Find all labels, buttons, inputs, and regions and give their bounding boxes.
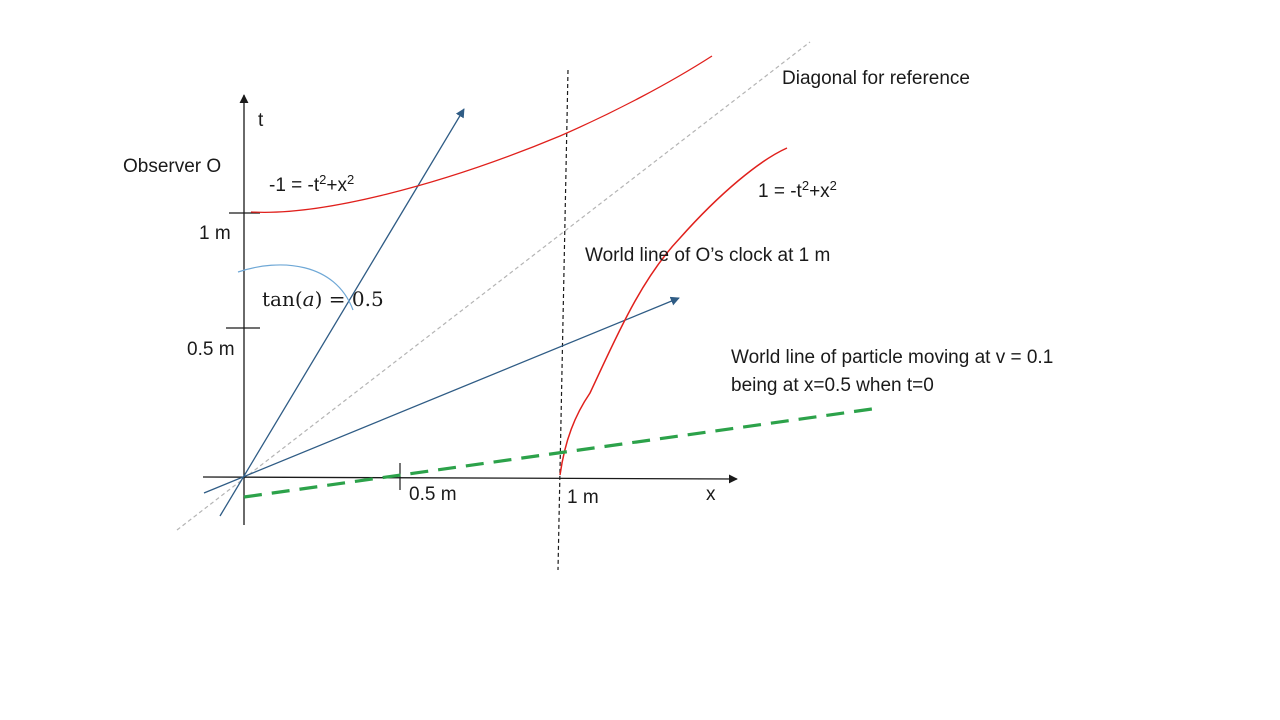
t-axis-label: t <box>258 110 264 131</box>
hyperbola-upper-equation: -1 = -t2+x2 <box>269 172 354 196</box>
boosted-time-axis <box>219 108 465 517</box>
particle-label-line-1: World line of particle moving at v = 0.1 <box>731 347 1053 368</box>
eq-lower-plus-x: +x <box>809 181 830 202</box>
hyperbola-lower-equation: 1 = -t2+x2 <box>758 178 837 202</box>
t-tick-label-half-m: 0.5 m <box>187 339 235 360</box>
x-axis <box>202 474 738 484</box>
diagonal-reference-line <box>176 41 811 531</box>
angle-eq-rest: ) = 0.5 <box>315 287 384 311</box>
x-axis-label: x <box>706 484 716 505</box>
angle-eq-var: a <box>303 287 315 311</box>
particle-world-line <box>243 407 873 499</box>
angle-equation: tan(a) = 0.5 <box>262 287 384 311</box>
t-tick-label-1m: 1 m <box>199 223 231 244</box>
hyperbola-upper <box>250 55 713 214</box>
observer-label: Observer O <box>123 156 221 177</box>
eq-lower-sup-x: 2 <box>830 178 837 193</box>
x-tick-label-1m: 1 m <box>567 487 599 508</box>
eq-upper-plus-x: +x <box>326 175 347 196</box>
eq-upper-prefix: -1 = -t <box>269 175 320 196</box>
angle-eq-fn: tan( <box>262 287 303 311</box>
angle-arc <box>237 264 354 311</box>
eq-lower-prefix: 1 = -t <box>758 181 803 202</box>
boosted-space-axis <box>203 296 680 494</box>
eq-upper-sup-x: 2 <box>347 172 354 187</box>
hyperbola-lower <box>559 147 788 476</box>
particle-label-line-2: being at x=0.5 when t=0 <box>731 375 934 396</box>
diagonal-label: Diagonal for reference <box>782 68 970 89</box>
eq-lower-sup-t: 2 <box>802 178 809 193</box>
clock-world-line-label: World line of O’s clock at 1 m <box>585 245 830 266</box>
x-tick-label-half-m: 0.5 m <box>409 484 457 505</box>
clock-world-line <box>557 69 569 571</box>
eq-upper-sup-t: 2 <box>319 172 326 187</box>
